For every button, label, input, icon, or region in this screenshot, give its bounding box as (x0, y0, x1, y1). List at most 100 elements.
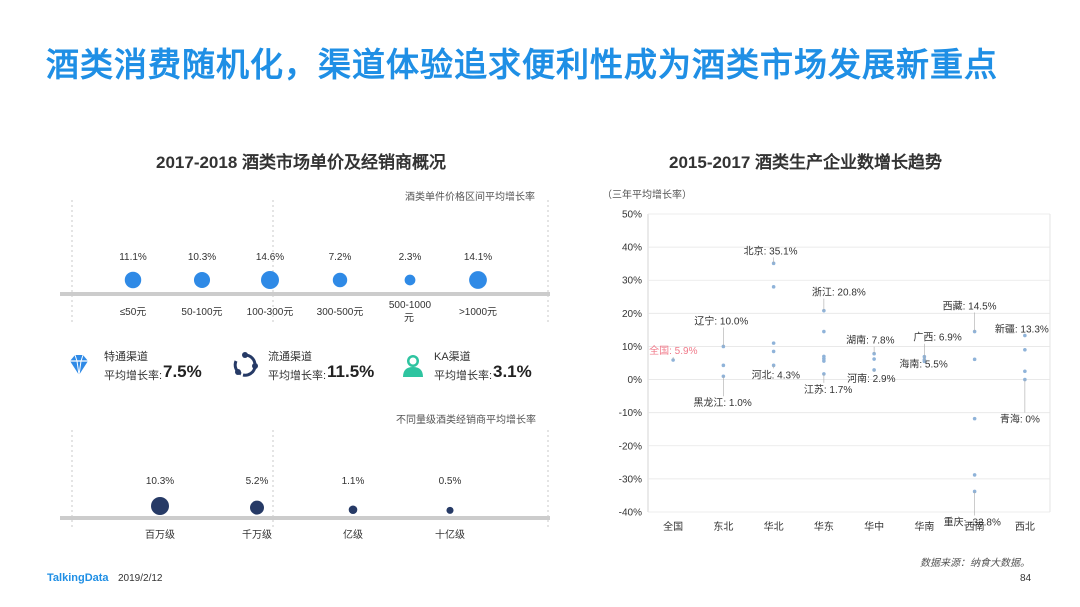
category-label: 千万级 (242, 529, 272, 541)
channel-rate-value: 7.5% (163, 362, 202, 381)
x-tick-label: 西北 (1015, 521, 1035, 533)
x-tick-label: 华中 (864, 520, 884, 533)
channel-rate-label: 平均增长率: (434, 370, 493, 382)
data-label: 10.3% (188, 252, 216, 263)
data-label: 2.3% (399, 252, 422, 263)
annotation-label: 西藏: 14.5% (943, 301, 997, 313)
category-label: >1000元 (459, 307, 497, 318)
annotation-label: 湖南: 7.8% (846, 334, 894, 347)
right-panel-title: 2015-2017 酒类生产企业数增长趋势 (669, 153, 943, 172)
x-tick-label: 西南 (965, 520, 985, 533)
data-source: 数据来源：纳食大数据。 (920, 558, 1030, 569)
y-tick-label: 30% (622, 276, 642, 287)
circulation-icon (233, 352, 258, 377)
annotation-label: 黑龙江: 1.0% (693, 396, 751, 409)
x-tick-label: 全国 (663, 520, 683, 533)
annotation-label: 北京: 35.1% (744, 244, 798, 257)
price-bubble (193, 271, 211, 289)
annotation-label: 河南: 2.9% (847, 372, 895, 385)
data-label: 5.2% (246, 476, 269, 487)
dealer-bubble (446, 506, 454, 514)
footer-date: 2019/2/12 (118, 573, 163, 584)
y-tick-label: 50% (622, 210, 642, 221)
y-tick-label: -10% (619, 408, 642, 419)
x-tick-label: 华南 (914, 520, 934, 533)
data-label: 14.1% (464, 252, 492, 263)
channel-rate-label: 平均增长率: (268, 370, 327, 382)
data-point (1023, 377, 1027, 382)
data-point (972, 416, 977, 421)
data-point (721, 344, 726, 349)
annotation-label: 浙江: 20.8% (812, 287, 866, 299)
person-icon (403, 355, 423, 377)
data-label: 1.1% (342, 476, 365, 487)
data-label: 10.3% (146, 476, 174, 487)
region-dot-chart: 50% 40% 30% 20% 10% 0% -10% -20% -30% -40% 全国 东北 华北 华… (619, 210, 1051, 533)
data-label: 7.2% (329, 252, 352, 263)
price-bubble (124, 271, 142, 289)
category-label: 500-1000 (389, 300, 432, 311)
data-label: 11.1% (119, 252, 147, 263)
category-label: 百万级 (145, 529, 175, 541)
data-point (771, 261, 776, 266)
category-label: 100-300元 (247, 307, 294, 318)
y-tick-label: 40% (622, 243, 642, 254)
annotation-label: 辽宁: 10.0% (694, 314, 748, 327)
category-label: 50-100元 (181, 307, 222, 318)
dealer-bubble-chart: 10.3% 百万级 5.2% 千万级 1.1% 亿级 0.5% 十亿级 (60, 430, 550, 541)
price-bubble (261, 271, 279, 289)
annotation-label: 青海: 0% (1000, 413, 1040, 426)
price-bubble (332, 272, 348, 288)
data-point (822, 359, 826, 363)
channel-rate-value: 11.5% (327, 362, 375, 381)
left-panel-title: 2017-2018 酒类市场单价及经销商概况 (156, 153, 447, 172)
category-label: 元 (404, 313, 414, 324)
data-point (972, 473, 977, 477)
data-point (1023, 347, 1027, 352)
footer-logo: TalkingData (47, 572, 109, 584)
data-point (822, 308, 826, 313)
x-tick-label: 华北 (764, 520, 784, 533)
y-axis-label: （三年平均增长率） (602, 190, 692, 201)
data-point (872, 357, 876, 361)
data-point (822, 329, 826, 334)
page-number: 84 (1020, 573, 1032, 584)
dealer-bubble (250, 500, 264, 515)
x-tick-label: 华东 (814, 520, 834, 533)
data-point (671, 358, 675, 362)
annotation-label: 海南: 5.5% (899, 357, 947, 370)
price-bubble-chart: 11.1% ≤50元 10.3% 50-100元 14.6% 100-300元 7.2% 30… (60, 200, 550, 325)
channel-name: 流通渠道 (268, 351, 312, 363)
category-label: 亿级 (343, 528, 363, 541)
x-tick-label: 东北 (713, 520, 733, 533)
channel-kpi-row: 特通渠道 平均增长率: 7.5% 流通渠道 平均增长率: 11.5% KA渠道 … (62, 346, 562, 386)
category-label: 300-500元 (317, 307, 364, 318)
data-point (771, 341, 776, 345)
channel-name: 特通渠道 (104, 351, 148, 363)
annotation-label: 广西: 6.9% (913, 332, 961, 344)
data-point (1023, 369, 1027, 374)
data-point (1023, 333, 1027, 338)
dealer-bubble (151, 497, 169, 515)
annotation-label: 重庆: -33.8% (944, 515, 1001, 528)
annotation-label: 河北: 4.3% (752, 369, 800, 381)
y-tick-label: -40% (619, 508, 642, 519)
y-tick-label: 0% (628, 375, 643, 386)
dealer-bubble (348, 505, 358, 515)
category-label: ≤50元 (120, 307, 147, 318)
price-chart-note: 酒类单件价格区间平均增长率 (405, 192, 535, 203)
price-bubble (469, 271, 487, 289)
y-tick-label: -30% (619, 474, 642, 485)
channel-rate-label: 平均增长率: (104, 370, 163, 382)
category-label: 十亿级 (435, 528, 465, 541)
data-point (771, 349, 776, 354)
data-label: 0.5% (439, 476, 462, 487)
data-point (972, 357, 977, 362)
channel-name: KA渠道 (434, 351, 471, 363)
y-tick-label: 20% (622, 309, 642, 320)
annotation-label: 江苏: 1.7% (804, 383, 852, 396)
data-point (771, 285, 776, 289)
page-title: 酒类消费随机化，渠道体验追求便利性成为酒类市场发展新重点 (46, 46, 998, 83)
y-tick-label: 10% (622, 342, 642, 353)
y-tick-label: -20% (619, 441, 642, 452)
